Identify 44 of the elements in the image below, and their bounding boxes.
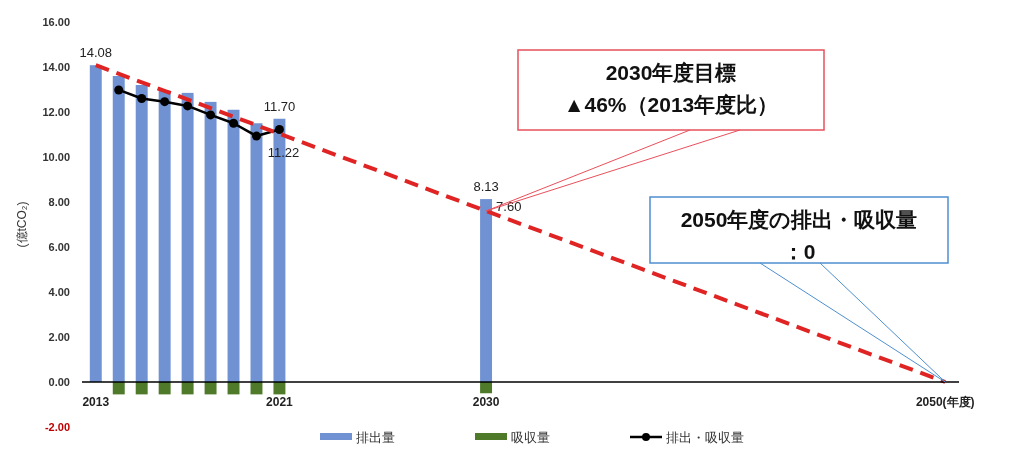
x-tick-label: 2030	[472, 395, 500, 409]
point	[251, 131, 261, 141]
y-tick-label: 8.00	[48, 196, 70, 208]
point	[183, 101, 193, 111]
y-tick-label: 2.00	[48, 331, 70, 343]
point	[206, 110, 216, 120]
y-tick-label: 6.00	[48, 241, 70, 253]
annotation: ▲46%（2013年度比）	[563, 93, 779, 116]
point	[229, 118, 239, 128]
data-label: 8.13	[473, 179, 499, 195]
data-label: 14.08	[79, 45, 113, 61]
y-tick-label: 16.00	[42, 16, 70, 28]
legend-label: 排出・吸収量	[666, 430, 744, 445]
x-tick-label: 2013	[82, 395, 110, 409]
y-axis-title: (億tCO₂)	[15, 201, 29, 248]
bar	[158, 90, 171, 382]
point	[160, 97, 170, 107]
y-tick-label: -2.00	[44, 421, 70, 433]
y-tick-label: 10.00	[42, 151, 70, 163]
annotation: 2050年度の排出・吸収量	[680, 208, 918, 231]
y-tick-label: 14.00	[42, 61, 70, 73]
point	[137, 94, 147, 103]
data-label: 7.60	[496, 199, 522, 214]
y-tick-label: 4.00	[48, 286, 70, 298]
point	[114, 85, 124, 95]
bar	[480, 199, 493, 382]
legend-label: 吸収量	[511, 430, 550, 445]
bar	[250, 123, 263, 382]
bar	[480, 382, 493, 394]
bar	[204, 101, 217, 382]
y-tick-label: 12.00	[42, 106, 70, 118]
bar	[227, 109, 240, 382]
y-tick-label: 0.00	[48, 376, 70, 388]
bar	[181, 92, 194, 382]
legend-label: 排出量	[356, 430, 395, 445]
x-tick-label: 2021	[266, 395, 294, 409]
x-tick-label: 2050(年度)	[915, 395, 975, 409]
bar	[135, 85, 148, 382]
point	[274, 125, 284, 135]
bar	[112, 76, 125, 382]
bar	[89, 65, 102, 382]
data-label: 11.70	[263, 98, 296, 114]
annotation: 2030年度目標	[605, 61, 737, 84]
annotation: ：0	[782, 240, 816, 263]
